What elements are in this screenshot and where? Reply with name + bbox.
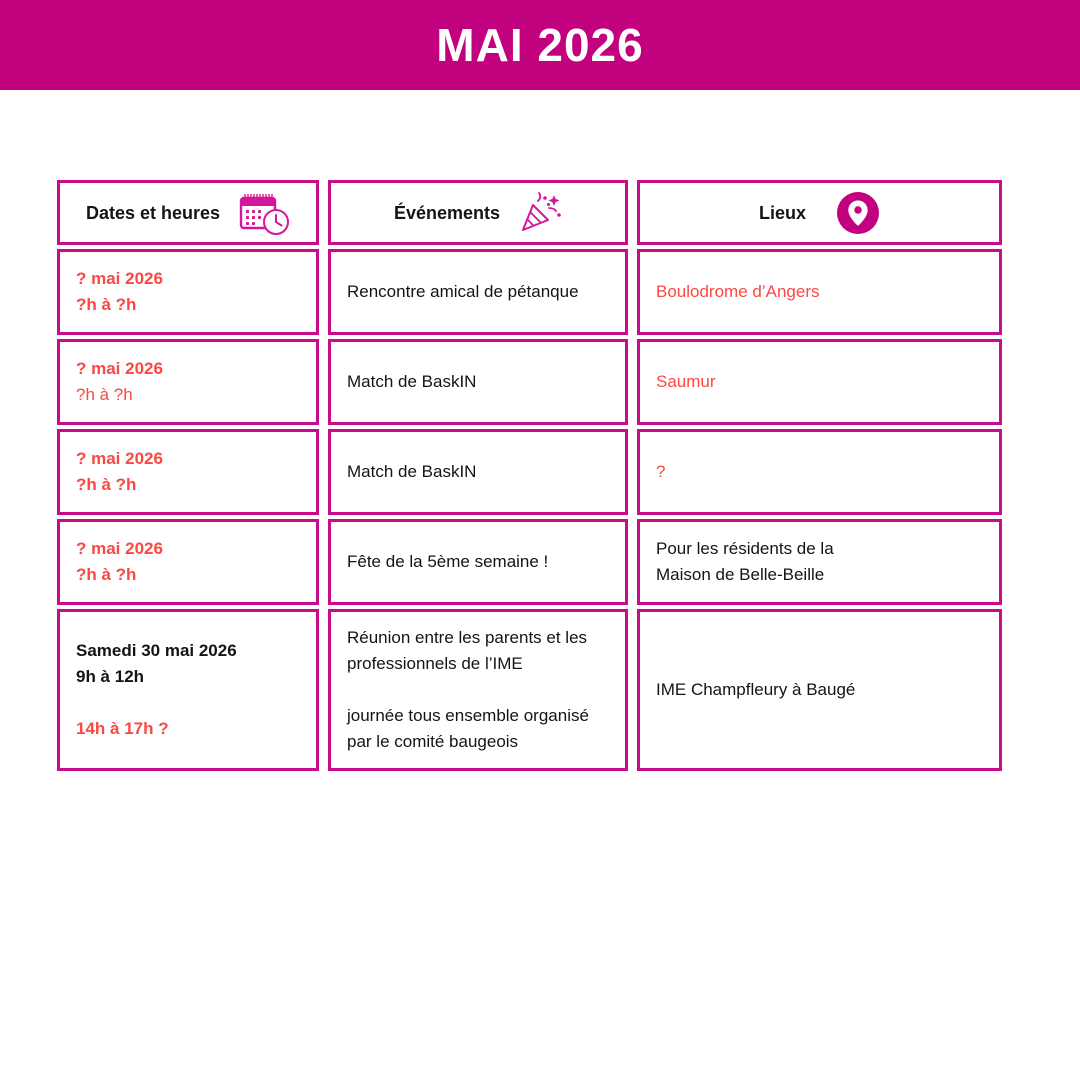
events-table: Dates et heures xyxy=(57,180,1002,771)
row-4-lieu-cell: Pour les résidents de la Maison de Belle… xyxy=(637,519,1002,605)
header-events-label: Événements xyxy=(393,202,501,223)
row-1-event-cell: Rencontre amical de pétanque xyxy=(328,249,628,335)
row-2-time: ?h à ?h xyxy=(76,385,133,404)
row-5-lieu: IME Champfleury à Baugé xyxy=(656,680,856,699)
row-1-lieu: Boulodrome d’Angers xyxy=(656,282,820,301)
row-5-event: Réunion entre les parents et les profess… xyxy=(347,628,589,751)
row-3-date: ? mai 2026 xyxy=(76,449,163,468)
header-lieux-label: Lieux xyxy=(758,202,806,223)
location-pin-icon xyxy=(836,191,880,235)
row-5-event-cell: Réunion entre les parents et les profess… xyxy=(328,609,628,771)
row-1-time: ?h à ?h xyxy=(76,295,137,314)
row-2-lieu-cell: Saumur xyxy=(637,339,1002,425)
row-5-date: Samedi 30 mai 2026 xyxy=(76,641,237,660)
row-1-date: ? mai 2026 xyxy=(76,269,163,288)
row-4-dates-cell: ? mai 2026 ?h à ?h xyxy=(57,519,319,605)
row-5-lieu-cell: IME Champfleury à Baugé xyxy=(637,609,1002,771)
row-2-dates-cell: ? mai 2026 ?h à ?h xyxy=(57,339,319,425)
row-4-lieu: Pour les résidents de la Maison de Belle… xyxy=(656,539,834,584)
row-3-time: ?h à ?h xyxy=(76,475,137,494)
row-5-time-afternoon: 14h à 17h ? xyxy=(76,719,169,738)
row-2-event-cell: Match de BaskIN xyxy=(328,339,628,425)
calendar-clock-icon xyxy=(238,190,290,236)
row-2-event: Match de BaskIN xyxy=(347,372,477,391)
month-title: MAI 2026 xyxy=(436,19,644,71)
row-4-time: ?h à ?h xyxy=(76,565,137,584)
header-lieux: Lieux xyxy=(637,180,1002,245)
row-1-event: Rencontre amical de pétanque xyxy=(347,282,579,301)
header-dates: Dates et heures xyxy=(57,180,319,245)
row-3-dates-cell: ? mai 2026 ?h à ?h xyxy=(57,429,319,515)
row-4-date: ? mai 2026 xyxy=(76,539,163,558)
row-3-event: Match de BaskIN xyxy=(347,462,477,481)
row-1-dates-cell: ? mai 2026 ?h à ?h xyxy=(57,249,319,335)
header-events: Événements xyxy=(328,180,628,245)
row-1-lieu-cell: Boulodrome d’Angers xyxy=(637,249,1002,335)
month-banner: MAI 2026 xyxy=(0,0,1080,90)
row-3-lieu-cell: ? xyxy=(637,429,1002,515)
row-5-dates-cell: Samedi 30 mai 2026 9h à 12h 14h à 17h ? xyxy=(57,609,319,771)
row-5-time: 9h à 12h xyxy=(76,667,145,686)
header-dates-label: Dates et heures xyxy=(85,202,221,223)
party-popper-icon xyxy=(518,191,562,235)
row-4-event: Fête de la 5ème semaine ! xyxy=(347,552,549,571)
row-2-lieu: Saumur xyxy=(656,372,716,391)
row-3-event-cell: Match de BaskIN xyxy=(328,429,628,515)
row-3-lieu: ? xyxy=(656,462,666,481)
row-2-date: ? mai 2026 xyxy=(76,359,163,378)
row-4-event-cell: Fête de la 5ème semaine ! xyxy=(328,519,628,605)
